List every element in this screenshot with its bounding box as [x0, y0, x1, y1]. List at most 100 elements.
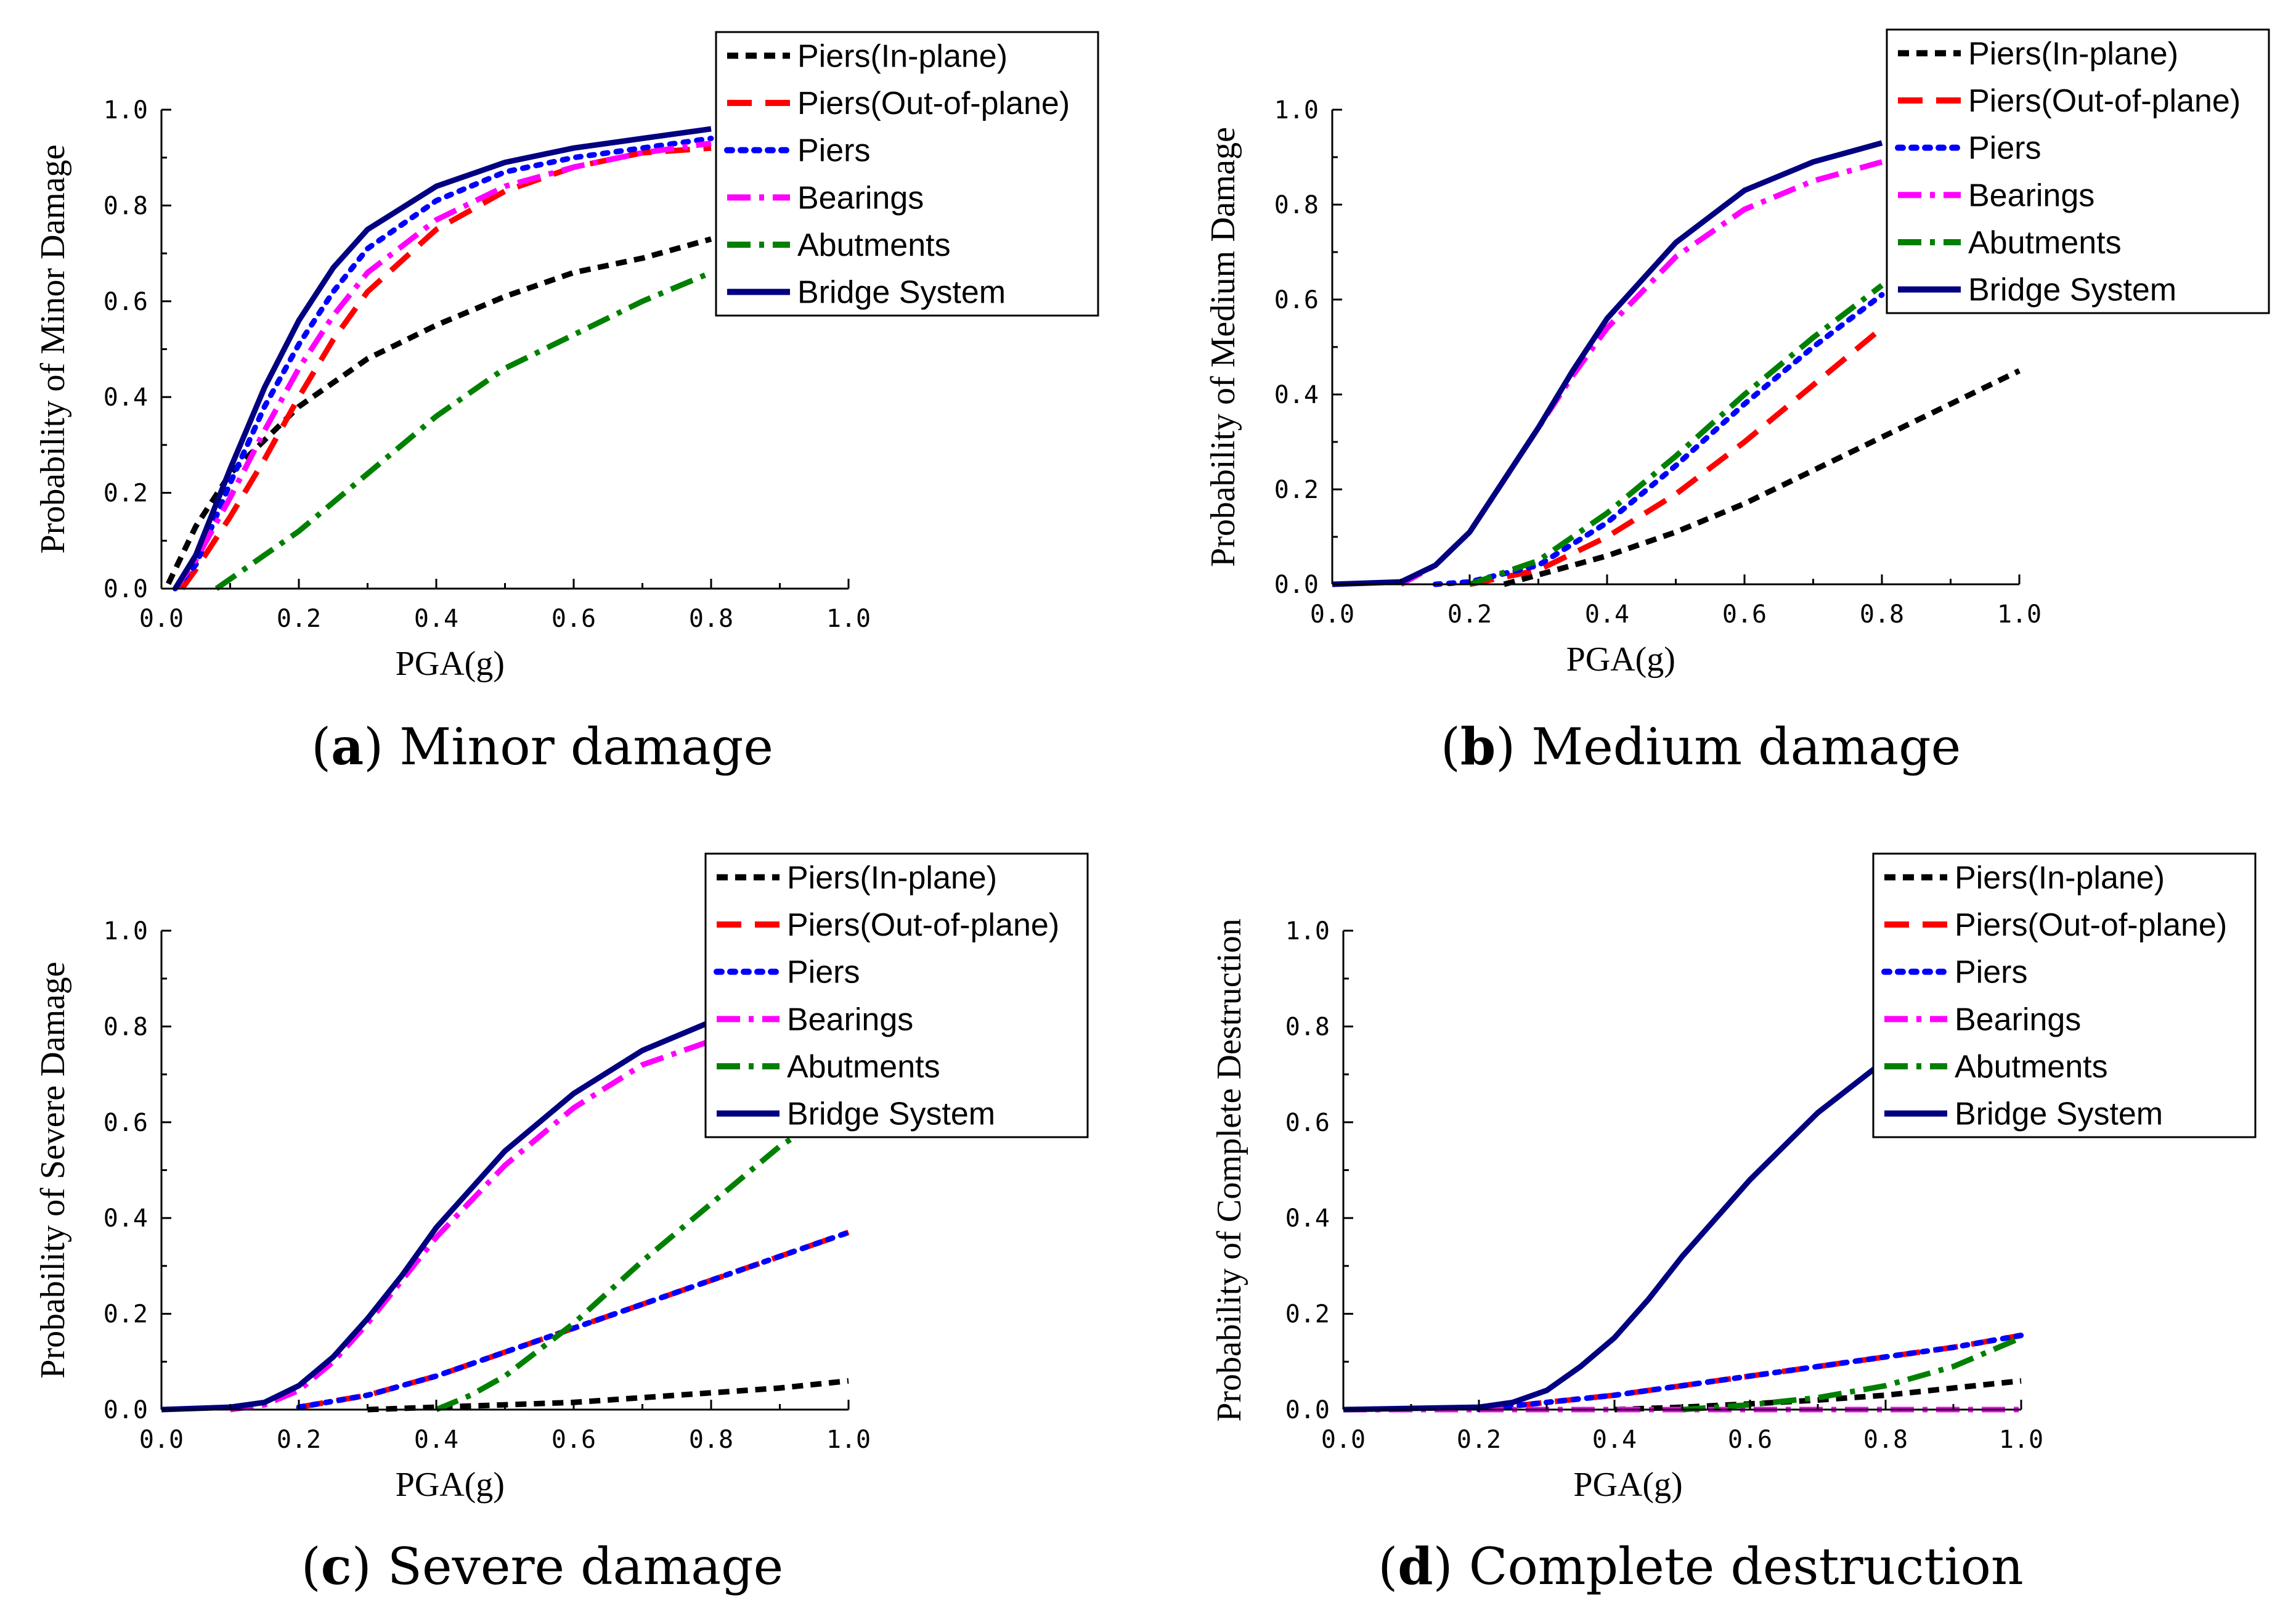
x-tick-label: 0.2: [1457, 1426, 1501, 1454]
x-tick-label: 0.4: [1592, 1426, 1637, 1454]
legend: Piers(In-plane) Piers(Out-of-plane) Piers B…: [715, 31, 1099, 317]
x-axis-title: PGA(g): [1573, 1466, 1682, 1504]
x-axis-title: PGA(g): [396, 1466, 505, 1504]
y-tick-label: 1.0: [1274, 96, 1319, 125]
legend-label: Piers(Out-of-plane): [1968, 83, 2241, 119]
legend-label: Piers(Out-of-plane): [1955, 907, 2227, 943]
legend-label: Piers(Out-of-plane): [797, 86, 1070, 121]
legend-label: Bearings: [1955, 1002, 2081, 1037]
y-tick-label: 0.0: [1285, 1396, 1330, 1424]
series-group: [166, 126, 714, 592]
y-tick-label: 0.6: [1285, 1109, 1330, 1137]
x-tick-label: 1.0: [826, 605, 871, 633]
x-tick-label: 0.2: [1447, 600, 1492, 629]
series-line-bearings: [229, 1038, 712, 1413]
y-tick-label: 0.4: [1285, 1204, 1330, 1233]
legend-label: Piers(In-plane): [1968, 36, 2178, 71]
legend-label: Bridge System: [787, 1096, 995, 1132]
x-tick-label: 0.6: [1722, 600, 1767, 629]
chart-panel-a: 0.0 0.2 0.4 0.6 0.8 1.0 0.0 0.2 0.4 0.6 0.8 1.0 PGA(…: [34, 31, 1099, 777]
series-line-bridge-system: [1332, 140, 1883, 587]
x-tick-label: 0.0: [1310, 600, 1354, 629]
y-tick-label: 0.2: [1274, 476, 1319, 504]
x-tick-label: 0.8: [689, 605, 733, 633]
series-line-piers-out-of-plane-: [179, 145, 712, 590]
panel-caption: (c) Severe damage: [301, 1537, 783, 1596]
legend-label: Bearings: [797, 180, 924, 216]
legend-label: Abutments: [1955, 1049, 2108, 1085]
series-line-abutments: [1682, 1335, 2022, 1413]
x-tick-label: 0.0: [139, 605, 184, 633]
x-tick-label: 1.0: [1999, 1426, 2043, 1454]
x-tick-label: 0.4: [1585, 600, 1629, 629]
series-line-bridge-system: [173, 126, 712, 590]
x-tick-label: 0.0: [1321, 1426, 1366, 1454]
legend: Piers(In-plane) Piers(Out-of-plane) Piers B…: [1886, 28, 2270, 314]
legend-label: Bearings: [787, 1002, 913, 1037]
legend-label: Bridge System: [1968, 272, 2176, 308]
legend-label: Piers(In-plane): [787, 860, 997, 896]
legend: Piers(In-plane) Piers(Out-of-plane) Piers B…: [1872, 852, 2257, 1138]
x-tick-label: 0.4: [414, 1426, 458, 1454]
chart-panel-b: 0.0 0.2 0.4 0.6 0.8 1.0 0.0 0.2 0.4 0.6 0.8 1.0 PGA(…: [1204, 28, 2270, 777]
legend-label: Bearings: [1968, 178, 2094, 213]
series-line-bearings: [1399, 159, 1883, 587]
series-line-abutments: [435, 1100, 850, 1413]
legend-label: Abutments: [787, 1049, 940, 1085]
legend: Piers(In-plane) Piers(Out-of-plane) Piers B…: [704, 852, 1089, 1138]
y-tick-label: 0.8: [1285, 1013, 1330, 1041]
legend-label: Bridge System: [797, 275, 1006, 311]
x-tick-label: 0.8: [689, 1426, 733, 1454]
y-tick-label: 0.6: [1274, 286, 1319, 314]
legend-box: [1886, 28, 2270, 314]
legend-box: [704, 852, 1089, 1138]
series-line-piers: [296, 1230, 852, 1410]
x-axis-title: PGA(g): [1566, 640, 1675, 679]
y-tick-label: 0.4: [104, 1204, 148, 1233]
series-line-bridge-system: [1343, 1058, 1887, 1413]
y-tick-label: 1.0: [104, 917, 148, 945]
y-tick-label: 0.8: [1274, 191, 1319, 219]
y-axis-title: Probability of Severe Damage: [34, 962, 72, 1378]
series-line-bridge-system: [161, 1019, 712, 1413]
legend-box: [1872, 852, 2257, 1138]
y-tick-label: 0.2: [104, 480, 148, 508]
x-tick-label: 0.0: [139, 1426, 184, 1454]
series-line-piers-in-plane-: [1503, 368, 2021, 587]
panel-caption: (b) Medium damage: [1441, 717, 1961, 777]
x-tick-label: 0.2: [277, 605, 321, 633]
x-axis-title: PGA(g): [396, 645, 505, 683]
legend-label: Piers(Out-of-plane): [787, 907, 1059, 943]
x-tick-label: 0.8: [1863, 1426, 1908, 1454]
legend-box: [715, 31, 1099, 317]
series-line-piers-out-of-plane-: [1469, 325, 1884, 587]
y-axis-title: Probability of Minor Damage: [34, 144, 72, 553]
y-tick-label: 1.0: [1285, 917, 1330, 945]
y-tick-label: 0.0: [104, 575, 148, 603]
series-line-abutments: [1468, 283, 1884, 587]
chart-panel-c: 0.0 0.2 0.4 0.6 0.8 1.0 0.0 0.2 0.4 0.6 0.8 1.0 PGA(…: [34, 852, 1089, 1596]
y-tick-label: 0.2: [1285, 1300, 1330, 1329]
y-tick-label: 0.8: [104, 192, 148, 220]
legend-label: Piers: [1955, 955, 2027, 990]
panel-caption: (a) Minor damage: [311, 717, 773, 777]
x-tick-label: 1.0: [1997, 600, 2042, 629]
legend-label: Piers(In-plane): [797, 38, 1008, 74]
panel-caption: (d) Complete destruction: [1378, 1537, 2023, 1596]
y-tick-label: 1.0: [104, 96, 148, 125]
legend-label: Abutments: [797, 227, 951, 263]
legend-label: Piers: [787, 955, 860, 990]
y-tick-label: 0.4: [104, 383, 148, 412]
legend-label: Bridge System: [1955, 1096, 2163, 1132]
y-tick-label: 0.2: [104, 1300, 148, 1329]
legend-label: Piers: [797, 133, 870, 169]
y-axis-title: Probability of Complete Destruction: [1210, 918, 1248, 1422]
series-line-bearings: [173, 140, 712, 590]
x-tick-label: 1.0: [826, 1426, 871, 1454]
x-tick-label: 0.6: [552, 605, 596, 633]
series-line-abutments: [214, 270, 712, 591]
y-tick-label: 0.4: [1274, 381, 1319, 409]
y-axis-title: Probability of Medium Damage: [1204, 127, 1242, 567]
